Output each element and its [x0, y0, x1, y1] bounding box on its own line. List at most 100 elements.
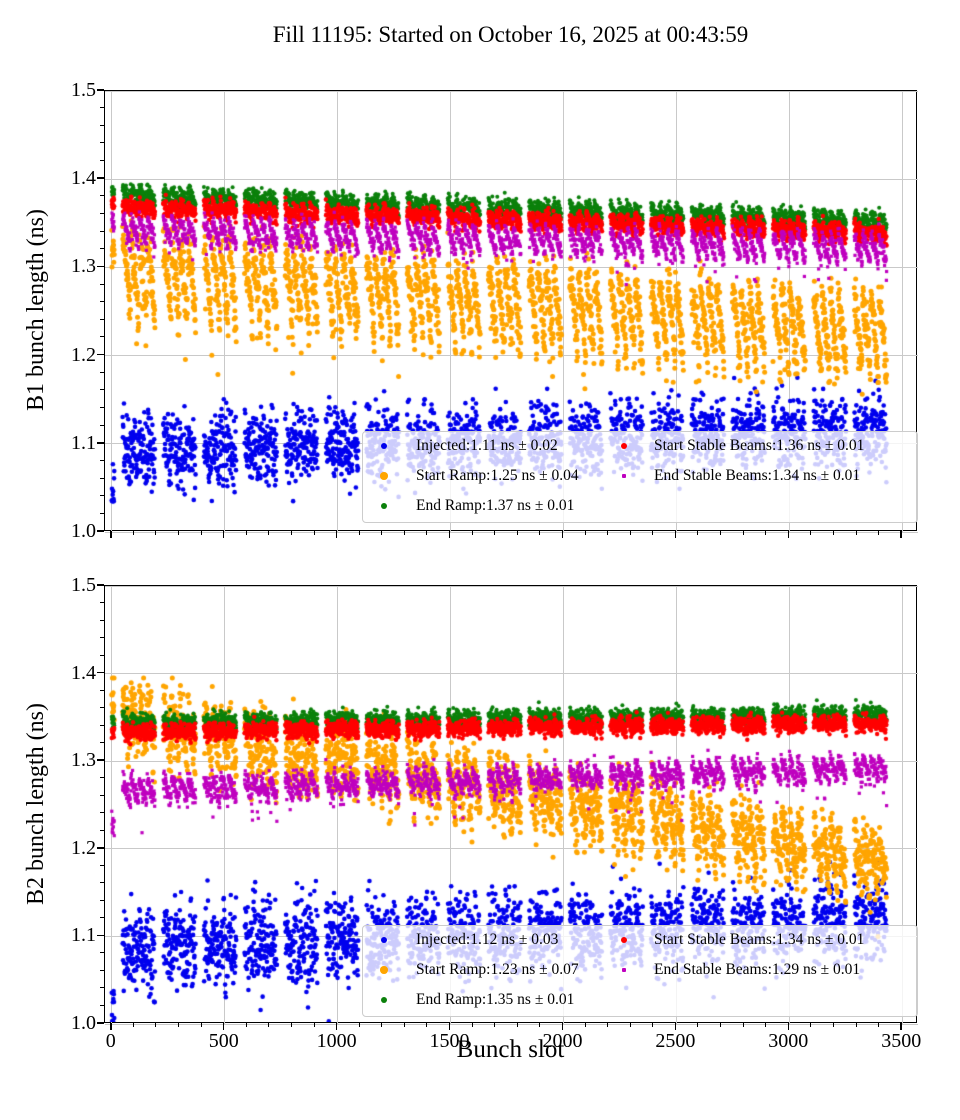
x-tick-label: 1000 — [316, 1030, 357, 1052]
legend-marker-end-ramp — [381, 997, 387, 1003]
legend-label-injected: Injected:1.11 ns ± 0.02 — [416, 437, 558, 454]
y-minor-tick — [100, 336, 104, 338]
legend-label-end-stable-beams: End Stable Beams:1.34 ns ± 0.01 — [654, 467, 861, 484]
x-tick — [448, 531, 451, 538]
x-minor-tick — [358, 1023, 360, 1027]
x-tick — [335, 1023, 338, 1030]
y-tick — [97, 177, 104, 179]
x-tick-label: 1500 — [429, 1030, 470, 1052]
b2-y-axis-label: B2 bunch length (ns) — [23, 703, 49, 905]
y-tick-label: 1.2 — [71, 343, 96, 366]
legend-label-end-stable-beams: End Stable Beams:1.29 ns ± 0.01 — [654, 961, 861, 978]
x-minor-tick — [268, 1023, 270, 1027]
y-minor-tick — [100, 389, 104, 391]
y-minor-tick — [100, 124, 104, 126]
y-minor-tick — [100, 283, 104, 285]
y-tick-label: 1.4 — [71, 167, 96, 190]
y-minor-tick — [100, 864, 104, 866]
x-minor-tick — [494, 1023, 496, 1027]
x-minor-tick — [742, 531, 744, 535]
y-minor-tick — [100, 602, 104, 604]
y-minor-tick — [100, 794, 104, 796]
x-tick-label: 2500 — [655, 1030, 696, 1052]
x-tick — [900, 1023, 902, 1030]
y-minor-tick — [100, 371, 104, 373]
y-minor-tick — [100, 160, 104, 162]
x-minor-tick — [878, 1023, 880, 1027]
x-minor-tick — [155, 1023, 157, 1027]
x-minor-tick — [245, 531, 247, 535]
y-tick-label: 1.5 — [71, 79, 96, 101]
figure-title: Fill 11195: Started on October 16, 2025 … — [272, 22, 749, 47]
y-minor-tick — [100, 952, 104, 954]
x-tick-label: 500 — [208, 1030, 239, 1052]
x-minor-tick — [290, 1023, 292, 1027]
legend-label-end-ramp: End Ramp:1.37 ns ± 0.01 — [416, 497, 575, 514]
legend-label-start-ramp: Start Ramp:1.23 ns ± 0.07 — [416, 961, 579, 978]
y-minor-tick — [100, 812, 104, 814]
x-minor-tick — [855, 1023, 857, 1027]
b1-y-axis-label: B1 bunch length (ns) — [23, 209, 49, 411]
x-tick-label: 0 — [105, 1030, 116, 1052]
legend-marker-end-ramp — [381, 503, 387, 509]
y-tick — [97, 847, 104, 849]
legend-label-injected: Injected:1.12 ns ± 0.03 — [416, 931, 559, 948]
x-minor-tick — [403, 531, 405, 535]
y-minor-tick — [100, 899, 104, 901]
x-minor-tick — [629, 531, 631, 535]
x-tick — [222, 531, 225, 538]
legend-label-start-stable-beams: Start Stable Beams:1.34 ns ± 0.01 — [654, 931, 865, 948]
x-minor-tick — [765, 531, 767, 535]
x-minor-tick — [132, 531, 134, 535]
x-minor-tick — [313, 531, 315, 535]
x-minor-tick — [403, 1023, 405, 1027]
x-minor-tick — [607, 531, 609, 535]
y-tick-label: 1.0 — [71, 520, 96, 542]
x-tick-label: 3500 — [881, 1030, 922, 1052]
x-tick — [674, 531, 677, 538]
y-minor-tick — [100, 407, 104, 409]
x-minor-tick — [178, 1023, 180, 1027]
legend-marker-start-stable-beams — [620, 936, 628, 944]
x-minor-tick — [765, 1023, 767, 1027]
y-minor-tick — [100, 742, 104, 744]
legend-marker-injected — [380, 936, 388, 944]
x-minor-tick — [539, 531, 541, 535]
legend-marker-start-ramp — [380, 966, 388, 974]
x-minor-tick — [178, 531, 180, 535]
y-tick-label: 1.4 — [71, 661, 96, 684]
y-tick-label: 1.1 — [71, 431, 96, 454]
x-tick — [561, 1023, 564, 1030]
x-minor-tick — [516, 1023, 518, 1027]
x-minor-tick — [742, 1023, 744, 1027]
y-minor-tick — [100, 619, 104, 621]
x-minor-tick — [200, 531, 202, 535]
y-minor-tick — [100, 777, 104, 779]
x-minor-tick — [132, 1023, 134, 1027]
x-minor-tick — [426, 1023, 428, 1027]
x-tick — [448, 1023, 451, 1030]
x-minor-tick — [358, 531, 360, 535]
x-minor-tick — [652, 531, 654, 535]
x-minor-tick — [471, 531, 473, 535]
y-minor-tick — [100, 142, 104, 144]
y-tick-label: 1.0 — [71, 1012, 96, 1034]
y-tick — [97, 353, 104, 356]
x-minor-tick — [720, 531, 722, 535]
x-minor-tick — [697, 1023, 699, 1027]
x-tick — [787, 531, 790, 538]
y-minor-tick — [100, 230, 104, 232]
y-tick — [97, 759, 104, 761]
y-minor-tick — [100, 107, 104, 109]
y-minor-tick — [100, 917, 104, 919]
legend-marker-start-stable-beams — [620, 442, 628, 450]
legend-marker-injected — [380, 442, 388, 450]
y-minor-tick — [100, 512, 104, 514]
x-minor-tick — [855, 531, 857, 535]
x-minor-tick — [720, 1023, 722, 1027]
y-tick-label: 1.3 — [71, 749, 96, 772]
y-minor-tick — [100, 1004, 104, 1006]
legend-marker-end-stable-beams — [621, 967, 627, 973]
x-tick — [335, 531, 338, 538]
y-tick — [97, 442, 104, 444]
